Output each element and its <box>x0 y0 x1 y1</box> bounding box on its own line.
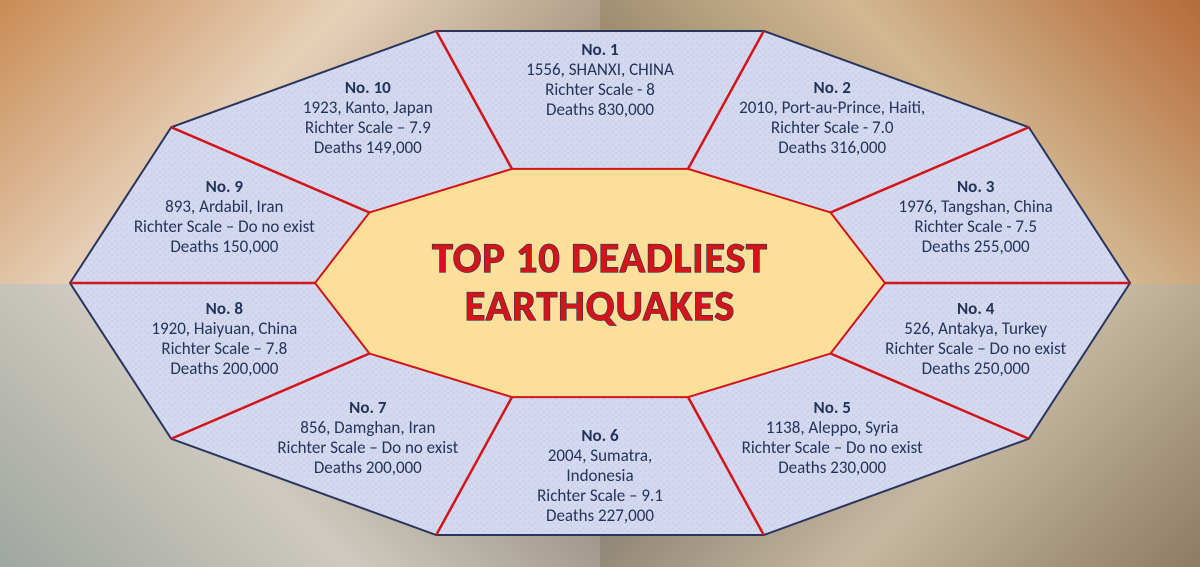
segment-line: Deaths 255,000 <box>922 236 1030 257</box>
title-line-2: EARTHQUAKES <box>465 281 735 332</box>
segment-rank: No. 5 <box>814 397 851 418</box>
segment-rank: No. 10 <box>345 77 391 98</box>
segment-line: Deaths 200,000 <box>314 457 422 478</box>
segment-line: 1556, SHANXI, CHINA <box>526 59 674 80</box>
segment-line: Deaths 227,000 <box>546 505 654 526</box>
segment-line: Richter Scale – Do no exist <box>742 437 923 458</box>
segment-line: Richter Scale - 7.0 <box>771 117 894 138</box>
segment-rank: No. 3 <box>957 176 995 197</box>
segment-line: 2004, Sumatra, <box>548 445 653 466</box>
segment-line: 1138, Aleppo, Syria <box>766 417 899 438</box>
segment-rank: No. 7 <box>349 397 387 418</box>
segment-line: Deaths 316,000 <box>778 137 886 158</box>
segment-rank: No. 4 <box>957 298 995 319</box>
segment-line: Deaths 230,000 <box>778 457 886 478</box>
segment-line: Deaths 250,000 <box>922 358 1030 379</box>
segment-line: Richter Scale – 9.1 <box>537 485 663 506</box>
segment-line: Richter Scale – Do no exist <box>885 338 1066 359</box>
segment-rank: No. 2 <box>814 77 852 98</box>
segment-line: Deaths 150,000 <box>170 236 278 257</box>
segment-rank: No. 6 <box>581 425 619 446</box>
segment-line: 1920, Haiyuan, China <box>151 318 297 339</box>
segment-line: 1923, Kanto, Japan <box>303 97 433 118</box>
segment-line: Richter Scale - 7.5 <box>914 216 1037 237</box>
segment-line: Richter Scale – 7.9 <box>305 117 431 138</box>
segment-line: Deaths 830,000 <box>546 99 654 120</box>
segment-line: Richter Scale – 7.8 <box>161 338 287 359</box>
segment-line: 856, Damghan, Iran <box>300 417 435 438</box>
segment-line: 893, Ardabil, Iran <box>165 196 283 217</box>
segment-line: Indonesia <box>566 465 633 486</box>
segment-line: Richter Scale - 8 <box>545 79 655 100</box>
title-line-1: TOP 10 DEADLIEST <box>432 233 768 284</box>
segment-line: Deaths 200,000 <box>170 358 278 379</box>
segment-rank: No. 8 <box>206 298 244 319</box>
segment-line: Richter Scale – Do no exist <box>134 216 315 237</box>
segment-rank: No. 9 <box>206 176 244 197</box>
radial-diagram: No. 11556, SHANXI, CHINARichter Scale - … <box>0 0 1200 567</box>
segment-rank: No. 1 <box>581 39 618 60</box>
segment-line: 1976, Tangshan, China <box>899 196 1053 217</box>
segment-line: 2010, Port-au-Prince, Haiti, <box>739 97 925 118</box>
segment-line: Richter Scale – Do no exist <box>277 437 458 458</box>
infographic-stage: No. 11556, SHANXI, CHINARichter Scale - … <box>0 0 1200 567</box>
segment-line: Deaths 149,000 <box>314 137 422 158</box>
segment-line: 526, Antakya, Turkey <box>904 318 1047 339</box>
